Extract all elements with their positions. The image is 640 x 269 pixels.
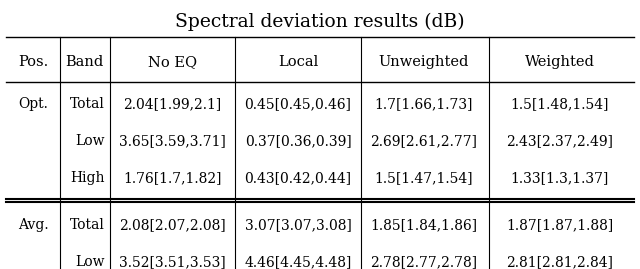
Text: Unweighted: Unweighted (378, 55, 468, 69)
Text: 0.37[0.36,0.39]: 0.37[0.36,0.39] (244, 134, 351, 148)
Text: 1.87[1.87,1.88]: 1.87[1.87,1.88] (506, 218, 613, 232)
Text: Low: Low (76, 255, 105, 269)
Text: Avg.: Avg. (18, 218, 49, 232)
Text: 3.65[3.59,3.71]: 3.65[3.59,3.71] (119, 134, 226, 148)
Text: 2.81[2.81,2.84]: 2.81[2.81,2.84] (506, 255, 613, 269)
Text: 3.07[3.07,3.08]: 3.07[3.07,3.08] (244, 218, 351, 232)
Text: Weighted: Weighted (525, 55, 595, 69)
Text: Band: Band (66, 55, 104, 69)
Text: 2.04[1.99,2.1]: 2.04[1.99,2.1] (124, 97, 221, 111)
Text: Total: Total (70, 97, 105, 111)
Text: No EQ: No EQ (148, 55, 197, 69)
Text: 0.45[0.45,0.46]: 0.45[0.45,0.46] (244, 97, 351, 111)
Text: High: High (70, 171, 105, 185)
Text: 1.85[1.84,1.86]: 1.85[1.84,1.86] (370, 218, 477, 232)
Text: Opt.: Opt. (18, 97, 48, 111)
Text: Local: Local (278, 55, 318, 69)
Text: 2.69[2.61,2.77]: 2.69[2.61,2.77] (370, 134, 477, 148)
Text: 0.43[0.42,0.44]: 0.43[0.42,0.44] (244, 171, 351, 185)
Text: Total: Total (70, 218, 105, 232)
Text: Spectral deviation results (dB): Spectral deviation results (dB) (175, 13, 465, 31)
Text: 1.7[1.66,1.73]: 1.7[1.66,1.73] (374, 97, 473, 111)
Text: 3.52[3.51,3.53]: 3.52[3.51,3.53] (119, 255, 226, 269)
Text: 1.33[1.3,1.37]: 1.33[1.3,1.37] (511, 171, 609, 185)
Text: 2.08[2.07,2.08]: 2.08[2.07,2.08] (119, 218, 226, 232)
Text: Low: Low (76, 134, 105, 148)
Text: 2.78[2.77,2.78]: 2.78[2.77,2.78] (370, 255, 477, 269)
Text: 1.5[1.47,1.54]: 1.5[1.47,1.54] (374, 171, 473, 185)
Text: Pos.: Pos. (18, 55, 48, 69)
Text: 1.76[1.7,1.82]: 1.76[1.7,1.82] (124, 171, 222, 185)
Text: 1.5[1.48,1.54]: 1.5[1.48,1.54] (510, 97, 609, 111)
Text: 4.46[4.45,4.48]: 4.46[4.45,4.48] (244, 255, 352, 269)
Text: 2.43[2.37,2.49]: 2.43[2.37,2.49] (506, 134, 613, 148)
